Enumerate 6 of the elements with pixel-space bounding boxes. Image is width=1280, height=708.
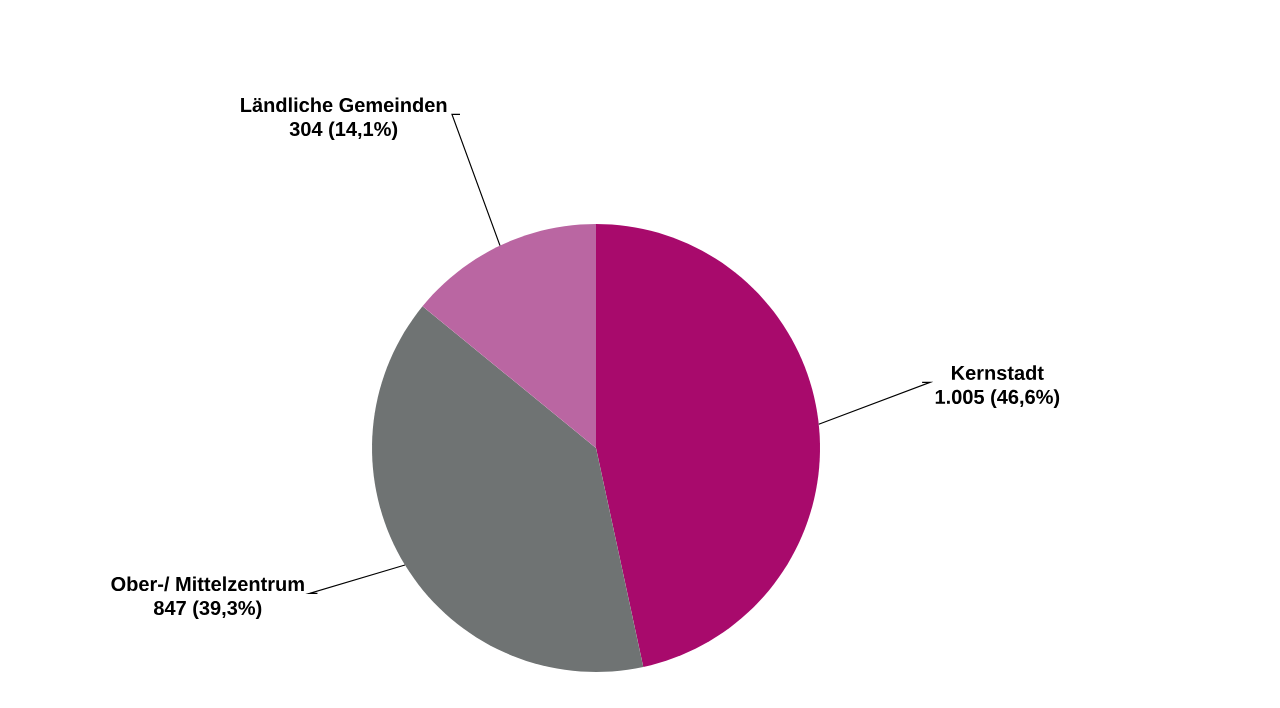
slice-label: Ober-/ Mittelzentrum [111, 576, 304, 592]
slice-label: Kernstadt [952, 365, 1044, 380]
slice-label: Ländliche Gemeinden [241, 97, 447, 113]
data-label: 847 (39,3%) [153, 600, 262, 620]
data-label: 304 (14,1%) [289, 121, 398, 141]
data-label: 1.005 (46,6%) [935, 389, 1060, 408]
